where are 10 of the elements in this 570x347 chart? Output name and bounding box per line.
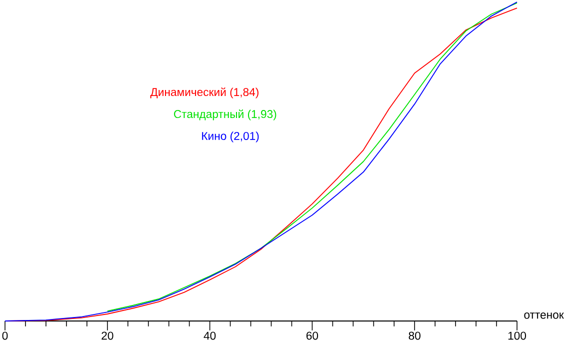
x-tick-label: 20 (102, 332, 114, 340)
text: Кино (2,01) (202, 132, 259, 142)
text: Стандартный (1,93) (174, 110, 276, 120)
x-tick-label: 60 (306, 332, 318, 340)
x-tick-label: 0 (2, 332, 8, 340)
x-axis-title: оттенок (524, 312, 564, 319)
x-tick-label: 80 (408, 332, 420, 340)
x-tick-label: 100 (508, 332, 526, 340)
text: Динамический (1,84) (150, 88, 258, 98)
x-tick-label: 40 (204, 332, 216, 340)
